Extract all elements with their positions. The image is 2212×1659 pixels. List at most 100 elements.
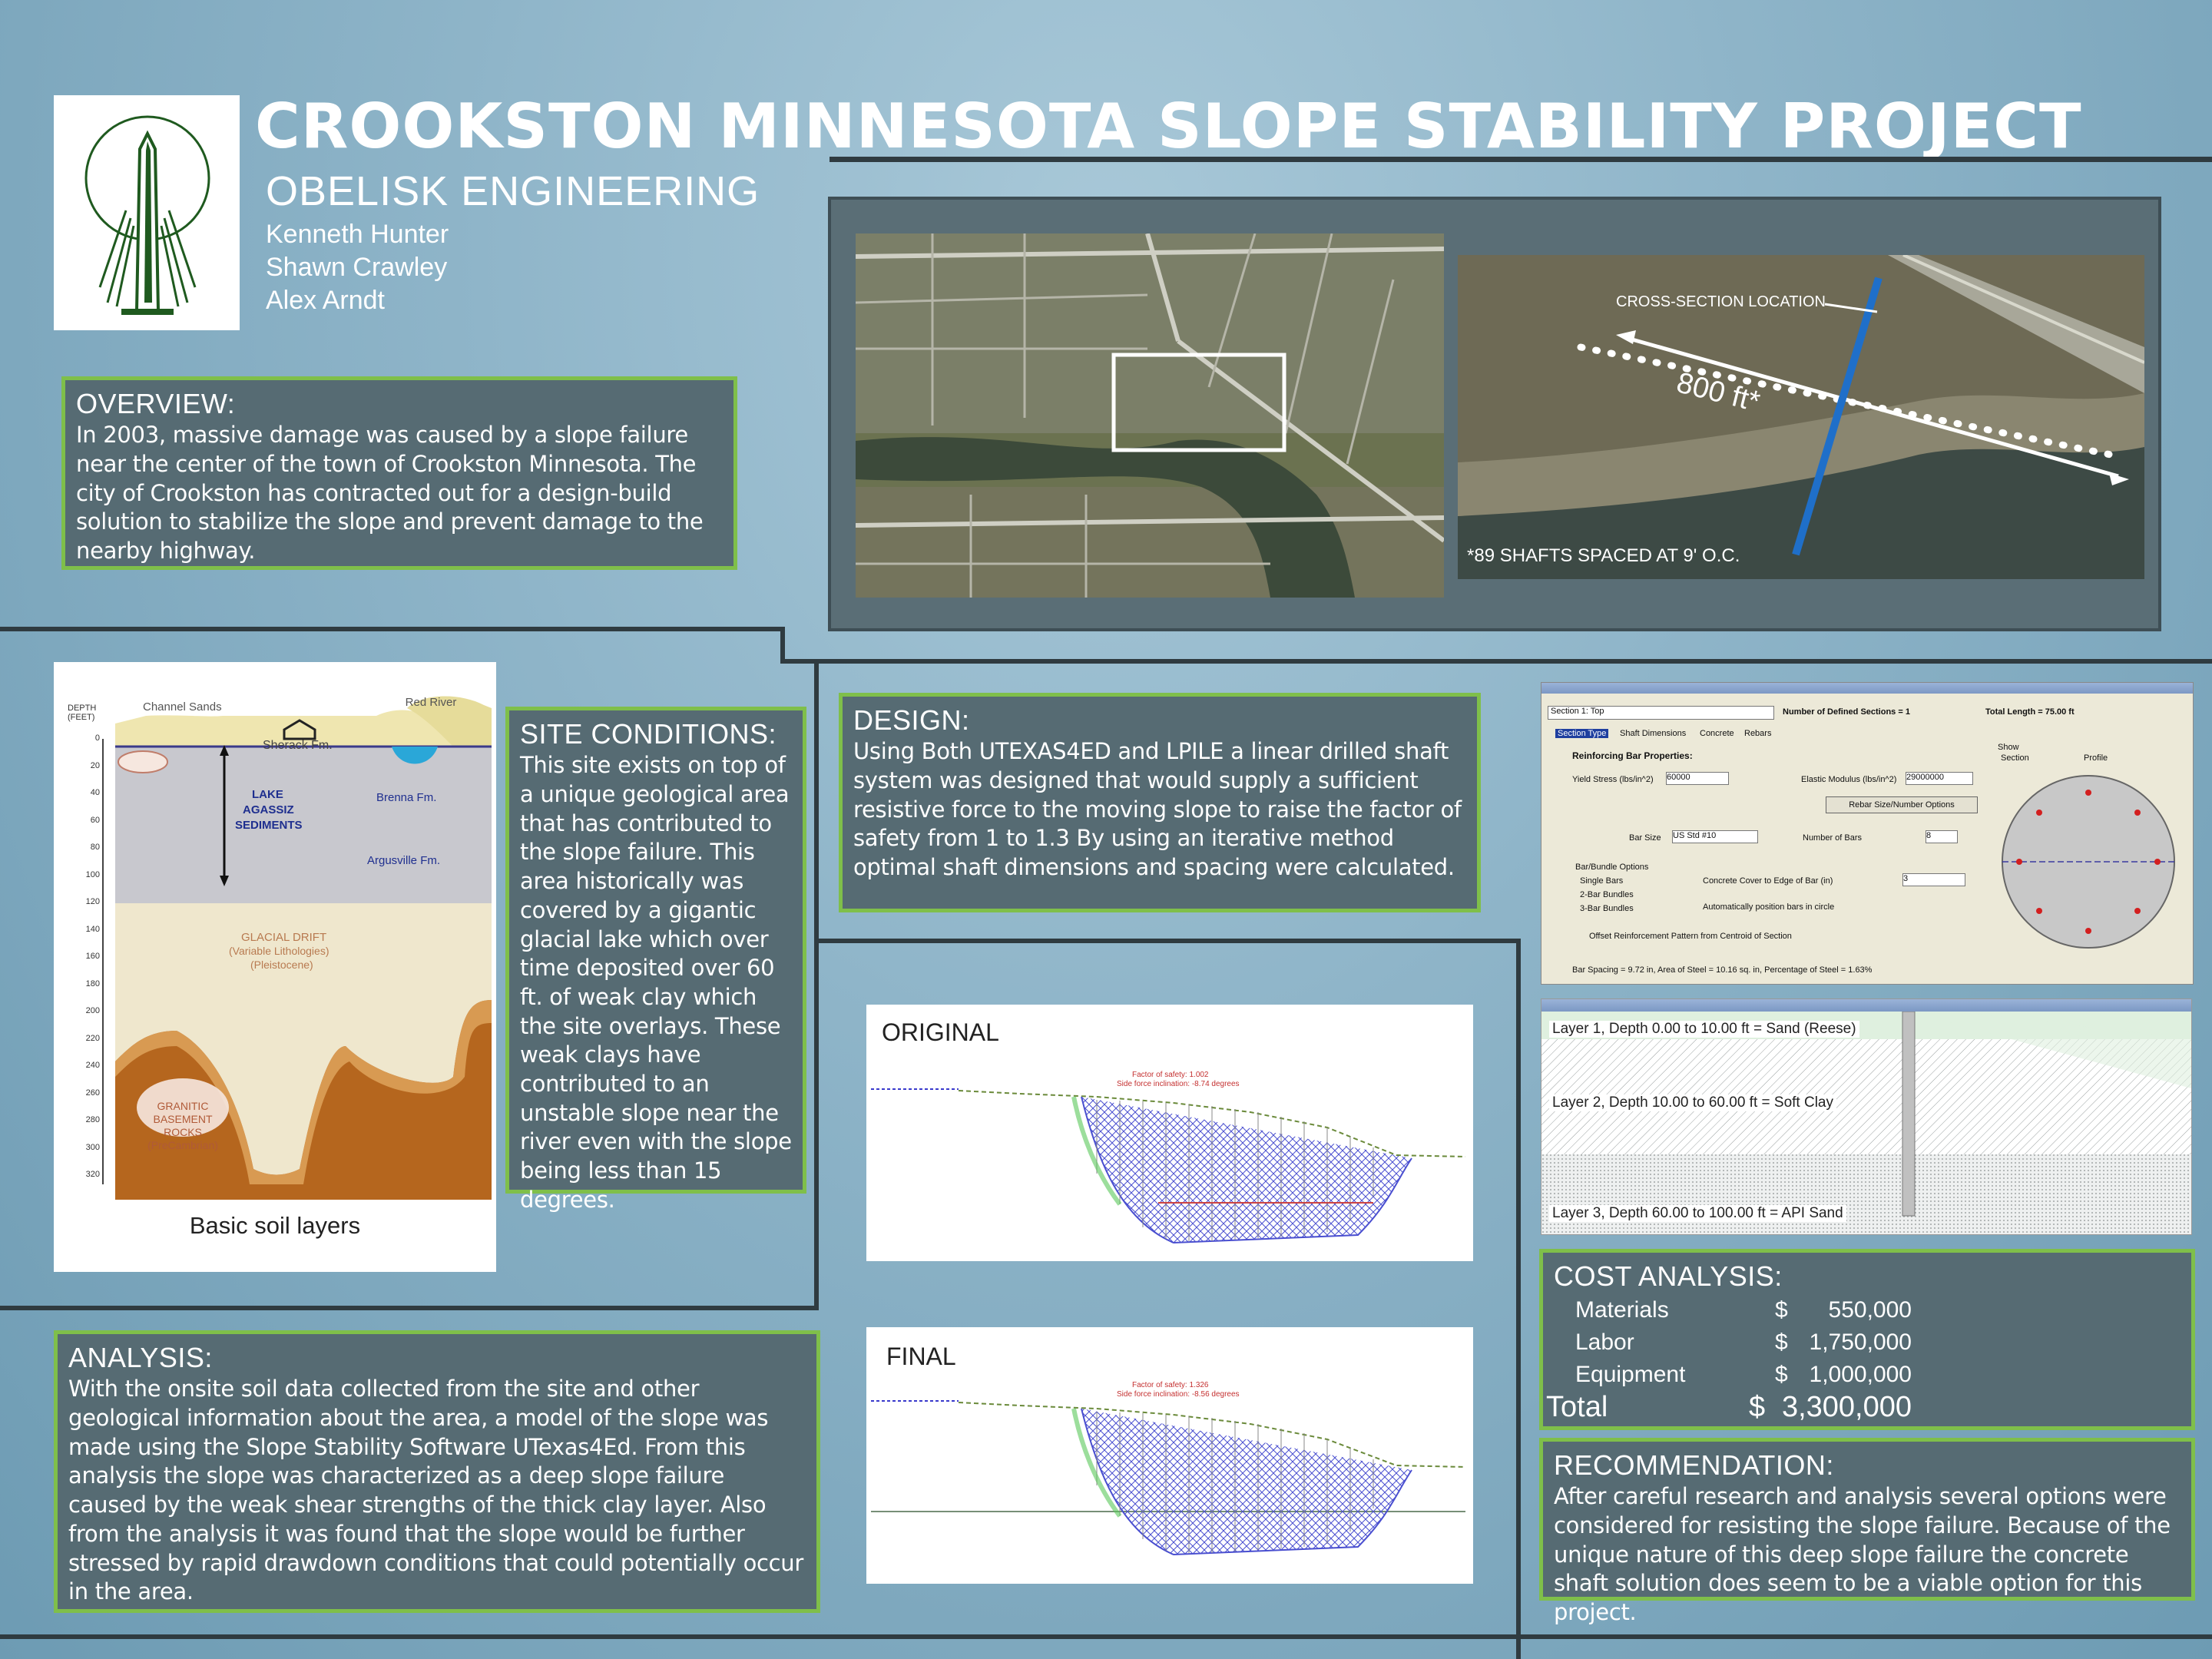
tab-concrete[interactable]: Concrete [1700,729,1734,738]
lpile-shaft-window: Section 1: Top Number of Defined Section… [1541,682,2194,985]
yield-label: Yield Stress (lbs/in^2) [1572,775,1654,784]
cost-amount: 1,750,000 [1809,1330,1912,1355]
title-rule [830,157,2212,162]
depth-tick: 320 [85,1170,100,1179]
label-rocks: ROCKS [164,1126,202,1138]
status-line: Bar Spacing = 9.72 in, Area of Steel = 1… [1572,965,1873,975]
depth-tick: 0 [94,733,100,743]
depth-ticks: 0 20 40 60 80 100 120 140 160 180 200 22… [72,725,100,1189]
cost-label: Materials [1575,1297,1669,1323]
soil-figure-caption: Basic soil layers [189,1212,361,1239]
design-body: Using Both UTEXAS4ED and LPILE a linear … [853,738,1462,881]
depth-tick: 160 [85,952,100,961]
recommendation-body: After careful research and analysis seve… [1554,1483,2171,1626]
tab-section-type[interactable]: Section Type [1555,729,1609,738]
depth-tick: 240 [85,1061,100,1070]
label-brenna: Brenna Fm. [376,791,437,804]
defined-sections: Number of Defined Sections = 1 [1783,707,1910,717]
site-conditions-panel: SITE CONDITIONS: This site exists on top… [505,707,806,1213]
tab-rebars[interactable]: Rebars [1744,729,1772,738]
poster-title: CROOKSTON MINNESOTA SLOPE STABILITY PROJ… [255,91,2082,162]
profile-titlebar [1541,999,2191,1012]
final-fs: Factor of safety: 1.326 [1132,1381,1209,1389]
rebar-options-button[interactable]: Rebar Size/Number Options [1826,796,1978,813]
num-bars-input[interactable]: 8 [1926,830,1958,843]
label-red-river: Red River [405,696,457,709]
aerial-photo-site: CROSS-SECTION LOCATION 800 ft* *89 SHAFT… [1458,255,2144,579]
cost-amount: 1,000,000 [1809,1362,1912,1387]
num-bars-label: Number of Bars [1803,833,1863,843]
divider-rule [1516,939,1521,1659]
bundle-option[interactable]: 3-Bar Bundles [1580,904,1634,913]
overview-panel: OVERVIEW: In 2003, massive damage was ca… [61,376,737,570]
tab-shaft-dimensions[interactable]: Shaft Dimensions [1620,729,1687,738]
depth-tick: 40 [90,788,100,797]
soil-layers-figure: DEPTH (FEET) 0 20 40 60 80 100 120 140 1… [54,662,496,1272]
bar-size-select[interactable]: US Std #10 [1672,830,1758,843]
label-basement: BASEMENT [153,1113,213,1125]
label-precambrian: (PreCambrian) [147,1139,218,1151]
depth-tick: 220 [85,1033,100,1043]
team-member: Kenneth Hunter [266,220,449,249]
divider-rule [780,627,785,664]
shaft-section-preview [1996,766,2181,958]
label-sediments: SEDIMENTS [235,819,303,832]
company-name: OBELISK ENGINEERING [266,168,760,214]
bar-size-label: Bar Size [1629,833,1661,843]
label-variable: (Variable Lithologies) [229,945,329,957]
bundle-option[interactable]: 2-Bar Bundles [1580,890,1634,899]
depth-header: DEPTH (FEET) [68,704,97,722]
depth-tick: 200 [85,1006,100,1015]
original-fs: Factor of safety: 1.002 [1132,1071,1209,1079]
label-glacial-drift: GLACIAL DRIFT [241,931,327,944]
depth-tick: 120 [85,897,100,906]
team-member: Shawn Crawley [266,253,448,282]
section-select[interactable]: Section 1: Top [1548,706,1774,720]
label-granitic: GRANITIC [157,1100,209,1112]
soil-layer-2: Layer 2, Depth 10.00 to 60.00 ft = Soft … [1549,1094,1836,1111]
bundle-group-title: Bar/Bundle Options [1575,863,1649,872]
cost-total-label: Total [1546,1391,1608,1423]
final-inclination: Side force inclination: -8.56 degrees [1117,1390,1240,1399]
depth-tick: 260 [85,1088,100,1098]
auto-position-checkbox[interactable]: Automatically position bars in circle [1703,902,1835,912]
depth-tick: 140 [85,924,100,934]
label-lake: LAKE [252,788,283,801]
cost-heading: COST ANALYSIS: [1554,1260,1783,1292]
recommendation-heading: RECOMMENDATION: [1554,1449,1834,1481]
original-slope-model: ORIGINAL Factor of safety: 1.002 Side fo… [866,1005,1473,1261]
analysis-panel: ANALYSIS: With the onsite soil data coll… [54,1330,820,1613]
site-conditions-heading: SITE CONDITIONS: [520,718,777,750]
total-length: Total Length = 75.00 ft [1985,707,2075,717]
cost-currency: $ [1775,1297,1788,1323]
shaft-footnote: *89 SHAFTS SPACED AT 9' O.C. [1467,545,1740,566]
window-titlebar [1541,683,2193,694]
cost-label: Equipment [1575,1362,1686,1387]
label-agassiz: AGASSIZ [243,803,294,816]
team-member: Alex Arndt [266,286,385,315]
cross-section-label: CROSS-SECTION LOCATION [1616,293,1826,310]
label-pleistocene: (Pleistocene) [250,959,313,971]
cost-currency: $ [1775,1330,1788,1355]
divider-rule [0,1306,819,1310]
design-heading: DESIGN: [853,704,970,736]
elastic-label: Elastic Modulus (lbs/in^2) [1801,775,1897,784]
depth-tick: 280 [85,1115,100,1124]
original-label: ORIGINAL [882,1018,999,1046]
aerial-map-town [856,233,1444,598]
offset-checkbox[interactable]: Offset Reinforcement Pattern from Centro… [1589,932,1792,941]
soil-profile-window: Layer 1, Depth 0.00 to 10.00 ft = Sand (… [1541,998,2192,1235]
cost-analysis-panel: COST ANALYSIS: Materials $ 550,000 Labor… [1539,1249,2195,1430]
bundle-option[interactable]: Single Bars [1580,876,1624,886]
depth-tick: 180 [85,979,100,988]
elastic-input[interactable]: 29000000 [1906,772,1973,785]
yield-input[interactable]: 60000 [1666,772,1729,785]
show-option[interactable]: Section [2001,753,2029,763]
depth-tick: 300 [85,1142,100,1152]
overview-heading: OVERVIEW: [76,388,236,419]
cover-input[interactable]: 3 [1902,873,1965,886]
show-option[interactable]: Profile [2084,753,2108,763]
original-inclination: Side force inclination: -8.74 degrees [1117,1080,1240,1088]
depth-tick: 100 [85,869,100,879]
divider-rule [780,659,2212,664]
